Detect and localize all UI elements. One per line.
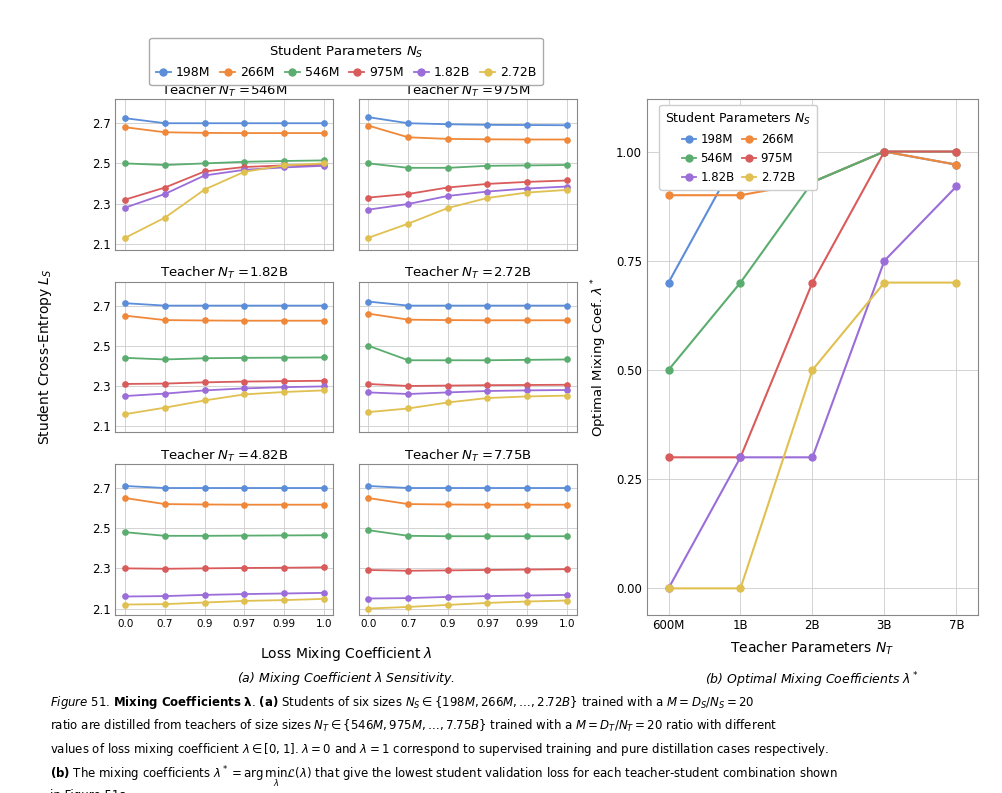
X-axis label: Teacher Parameters $N_T$: Teacher Parameters $N_T$ — [729, 639, 894, 657]
Text: values of loss mixing coefficient $\lambda \in [0, 1]$. $\lambda = 0$ and $\lamb: values of loss mixing coefficient $\lamb… — [50, 741, 829, 758]
Title: Teacher $N_T$ =7.75B: Teacher $N_T$ =7.75B — [404, 448, 531, 464]
Text: Student Cross-Entropy $L_S$: Student Cross-Entropy $L_S$ — [36, 269, 54, 445]
Title: Teacher $N_T$ =2.72B: Teacher $N_T$ =2.72B — [404, 266, 531, 282]
Text: (a) Mixing Coefficient $\lambda$ Sensitivity.: (a) Mixing Coefficient $\lambda$ Sensiti… — [236, 670, 455, 687]
Text: Loss Mixing Coefficient $\lambda$: Loss Mixing Coefficient $\lambda$ — [260, 646, 432, 663]
Title: Teacher $N_T$ =546M: Teacher $N_T$ =546M — [161, 83, 288, 99]
Text: $\mathbf{(b)}$ The mixing coefficients $\lambda^* = \arg\min_\lambda \mathcal{L}: $\mathbf{(b)}$ The mixing coefficients $… — [50, 765, 838, 791]
Title: Teacher $N_T$ =975M: Teacher $N_T$ =975M — [404, 83, 530, 99]
Text: ratio are distilled from teachers of size sizes $N_T \in \{546M, 975M, \ldots, 7: ratio are distilled from teachers of siz… — [50, 718, 777, 734]
Text: (b) Optimal Mixing Coefficients $\lambda^*$: (b) Optimal Mixing Coefficients $\lambda… — [704, 670, 919, 690]
Legend: 198M, 266M, 546M, 975M, 1.82B, 2.72B: 198M, 266M, 546M, 975M, 1.82B, 2.72B — [149, 37, 542, 86]
Text: in Figure 51a.: in Figure 51a. — [50, 789, 130, 793]
Y-axis label: Optimal Mixing Coef. $\lambda^*$: Optimal Mixing Coef. $\lambda^*$ — [589, 277, 608, 437]
Title: Teacher $N_T$ =1.82B: Teacher $N_T$ =1.82B — [160, 266, 289, 282]
Legend: 198M, 546M, 1.82B, 266M, 975M, 2.72B: 198M, 546M, 1.82B, 266M, 975M, 2.72B — [658, 105, 817, 190]
Text: $\mathit{Figure\ 51}$. $\mathbf{Mixing\ Coefficients}\ \boldsymbol{\lambda}$. $\: $\mathit{Figure\ 51}$. $\mathbf{Mixing\ … — [50, 694, 754, 711]
Title: Teacher $N_T$ =4.82B: Teacher $N_T$ =4.82B — [160, 448, 289, 464]
